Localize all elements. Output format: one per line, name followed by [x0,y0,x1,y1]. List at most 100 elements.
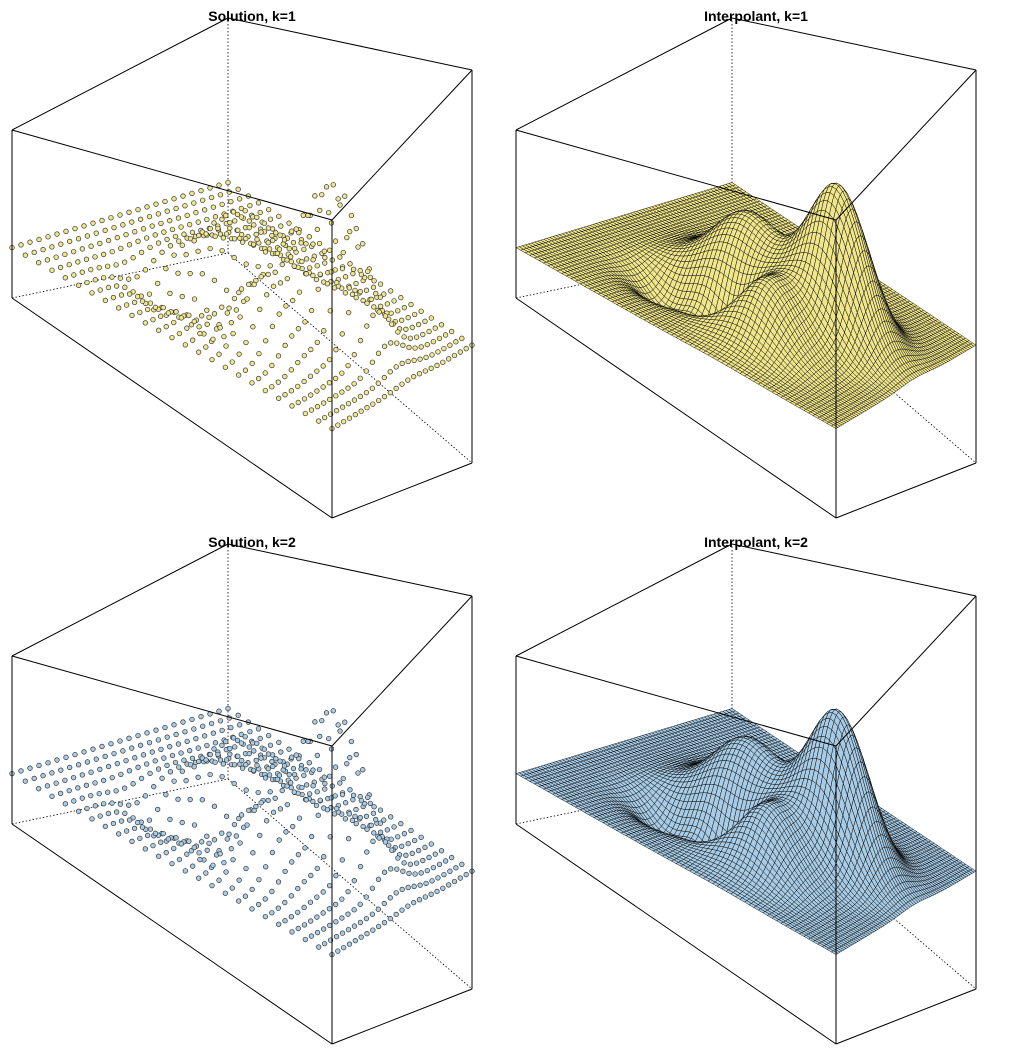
data-point [417,356,423,362]
data-point [326,380,333,386]
data-point [314,339,320,346]
box-edge [11,129,333,221]
data-point [342,193,348,199]
data-point [387,390,393,396]
data-point [332,238,339,244]
data-point [172,233,179,240]
data-point [79,246,85,252]
data-point [303,241,309,247]
data-point [179,293,185,300]
data-point [253,231,259,238]
data-point [308,407,315,413]
chart-title: Solution, k=1 [208,8,296,24]
data-point [289,333,295,339]
data-point [49,267,55,273]
data-point [406,344,412,351]
data-point [129,219,135,225]
data-point [164,208,170,214]
data-point [339,370,345,376]
data-point [135,238,141,244]
data-point [405,377,411,383]
data-point [269,226,276,232]
data-point [209,356,215,363]
data-point [340,249,346,256]
data-point [423,354,429,361]
data-point [211,311,218,317]
data-point [93,230,99,236]
data-point [169,334,175,341]
data-point [399,317,405,323]
data-point [108,215,114,221]
data-point [54,231,60,237]
data-point [247,202,253,209]
data-point [422,368,428,374]
data-point [310,241,316,247]
data-point [324,281,331,287]
data-point [289,228,295,234]
data-point [457,349,463,355]
data-point [284,275,290,282]
data-point [320,384,326,390]
data-point [198,187,204,194]
data-point [375,380,381,386]
data-point [384,301,390,307]
data-point [277,280,284,286]
data-point [199,271,205,277]
data-point [201,207,208,213]
data-point [395,329,401,335]
data-point [296,229,302,236]
data-point [286,245,292,252]
data-point [298,240,304,246]
data-point [282,392,288,398]
data-point [146,213,153,220]
data-point [339,404,346,410]
data-point [353,280,359,287]
data-point [105,237,112,244]
data-point [307,373,314,379]
data-point [219,201,225,208]
data-point [223,343,229,349]
data-point [146,291,153,297]
data-point [236,289,242,296]
data-point [360,241,366,247]
data-point [163,265,169,272]
data-point [257,209,263,216]
data-point [267,216,274,222]
data-point [210,204,217,210]
data-point [151,258,157,264]
data-point [242,367,249,373]
data-point [234,211,241,218]
data-point [274,250,281,257]
data-point [75,259,81,265]
box-edge-hidden [11,252,229,299]
plot-interpolant-k1 [515,17,977,519]
data-point [353,294,359,301]
data-point [350,266,357,272]
data-point [429,352,435,358]
data-point [208,194,215,201]
data-point [345,400,352,407]
data-point [269,232,275,239]
data-point [163,324,169,330]
data-point [203,344,209,350]
data-point [173,205,179,212]
data-point [301,246,307,253]
data-point [212,233,218,239]
data-point [322,254,328,261]
data-point [116,305,122,311]
data-point [223,231,230,237]
data-point [217,192,224,198]
data-point [171,319,177,326]
data-point [123,302,130,308]
data-point [344,234,350,241]
data-point [363,368,369,374]
data-point [333,408,340,414]
data-point [320,363,326,369]
data-point [266,246,273,252]
box-edge [331,462,473,519]
data-point [147,244,153,251]
data-point [231,254,237,261]
data-point [126,209,132,215]
data-point [295,383,301,390]
data-point [62,251,68,258]
